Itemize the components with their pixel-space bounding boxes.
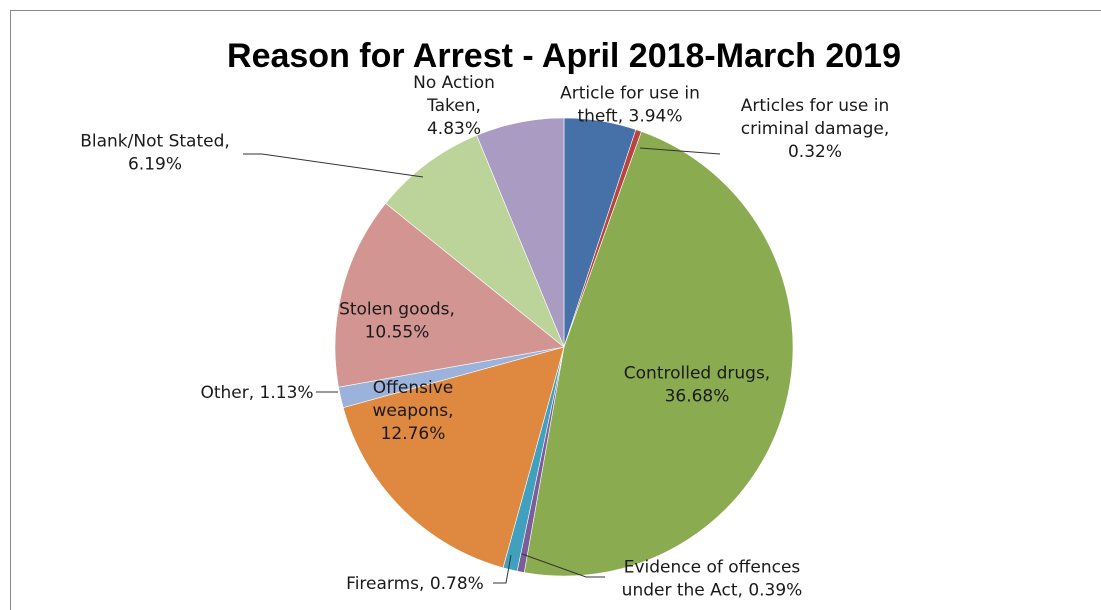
pie-slice-blank-not-stated: [385, 134, 565, 348]
slice-label-offensive-weapons: Offensive weapons, 12.76%: [372, 378, 453, 444]
pie-slice-controlled-drugs: [523, 131, 794, 577]
slice-label-evidence-of-offences-under-the-act: Evidence of offences under the Act, 0.39%: [622, 558, 803, 601]
leader-line-articles-for-use-in-criminal-damage: [639, 147, 721, 155]
chart-frame: [10, 10, 1101, 610]
slice-label-controlled-drugs: Controlled drugs, 36.68%: [624, 364, 770, 407]
pie-slice-offensive-weapons: [342, 346, 565, 569]
slice-label-blank-not-stated: Blank/Not Stated, 6.19%: [80, 132, 230, 175]
chart-title: Reason for Arrest - April 2018-March 201…: [227, 37, 901, 75]
slice-label-other: Other, 1.13%: [200, 383, 313, 403]
pie-slices: [334, 117, 794, 577]
slice-label-firearms: Firearms, 0.78%: [346, 574, 484, 594]
slice-label-no-action-taken: No Action Taken, 4.83%: [413, 73, 495, 139]
slice-label-article-for-use-in-theft: Article for use in theft, 3.94%: [560, 84, 700, 127]
slice-labels: Article for use in theft, 3.94% Articles f…: [80, 73, 889, 601]
leader-line-blank-not-stated: [243, 153, 424, 178]
leader-line-firearms: [493, 554, 512, 584]
leader-lines: [243, 147, 721, 584]
pie-slice-no-action-taken: [476, 117, 565, 348]
slice-label-articles-for-use-in-criminal-damage: Articles for use in criminal damage, 0.32%: [741, 96, 890, 162]
leader-line-evidence-of-offences-under-the-act: [521, 553, 605, 578]
slice-label-stolen-goods: Stolen goods, 10.55%: [339, 300, 455, 343]
pie-slice-stolen-goods: [334, 202, 565, 388]
